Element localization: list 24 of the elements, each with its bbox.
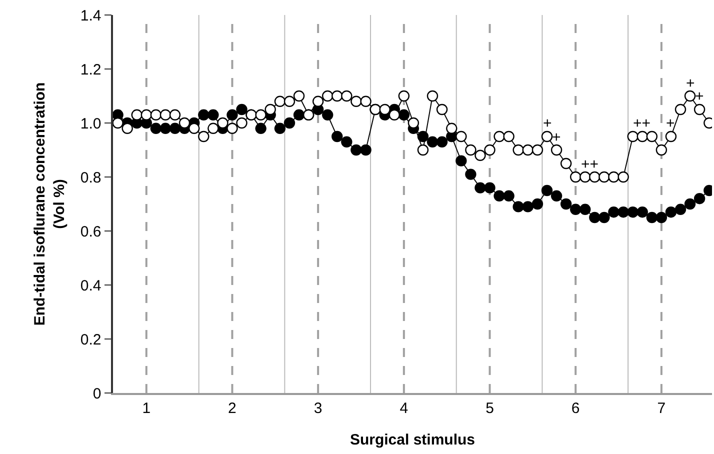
annotation: + — [552, 129, 561, 146]
x-tick-label: 7 — [657, 400, 666, 417]
x-axis-title: Surgical stimulus — [350, 431, 476, 448]
y-tick-label: 1.4 — [80, 7, 102, 24]
x-tick-label: 2 — [228, 400, 236, 417]
annotation: + — [666, 115, 675, 132]
x-tick-label: 6 — [571, 400, 580, 417]
annotation: + — [695, 88, 704, 105]
annotation: ++ — [581, 156, 599, 173]
x-tick-label: 4 — [400, 400, 408, 417]
annotation: ++ — [633, 115, 651, 132]
x-tick-label: 1 — [142, 400, 151, 417]
y-tick-label: 0.8 — [80, 169, 102, 186]
y-tick-label: 0.6 — [80, 223, 102, 240]
x-tick-label: 5 — [486, 400, 494, 417]
y-axis-title: End-tidal isoflurane concentration (Vol %) — [32, 82, 68, 326]
y-tick-label: 0.4 — [80, 277, 102, 294]
annotation: + — [543, 115, 552, 132]
x-tick-label: 3 — [314, 400, 322, 417]
y-tick-label: 1.0 — [80, 115, 102, 132]
y-tick-label: 1.2 — [80, 61, 102, 78]
annotation: + — [686, 75, 695, 92]
y-tick-label: 0 — [92, 385, 102, 402]
y-tick-label: 0.2 — [80, 331, 102, 348]
